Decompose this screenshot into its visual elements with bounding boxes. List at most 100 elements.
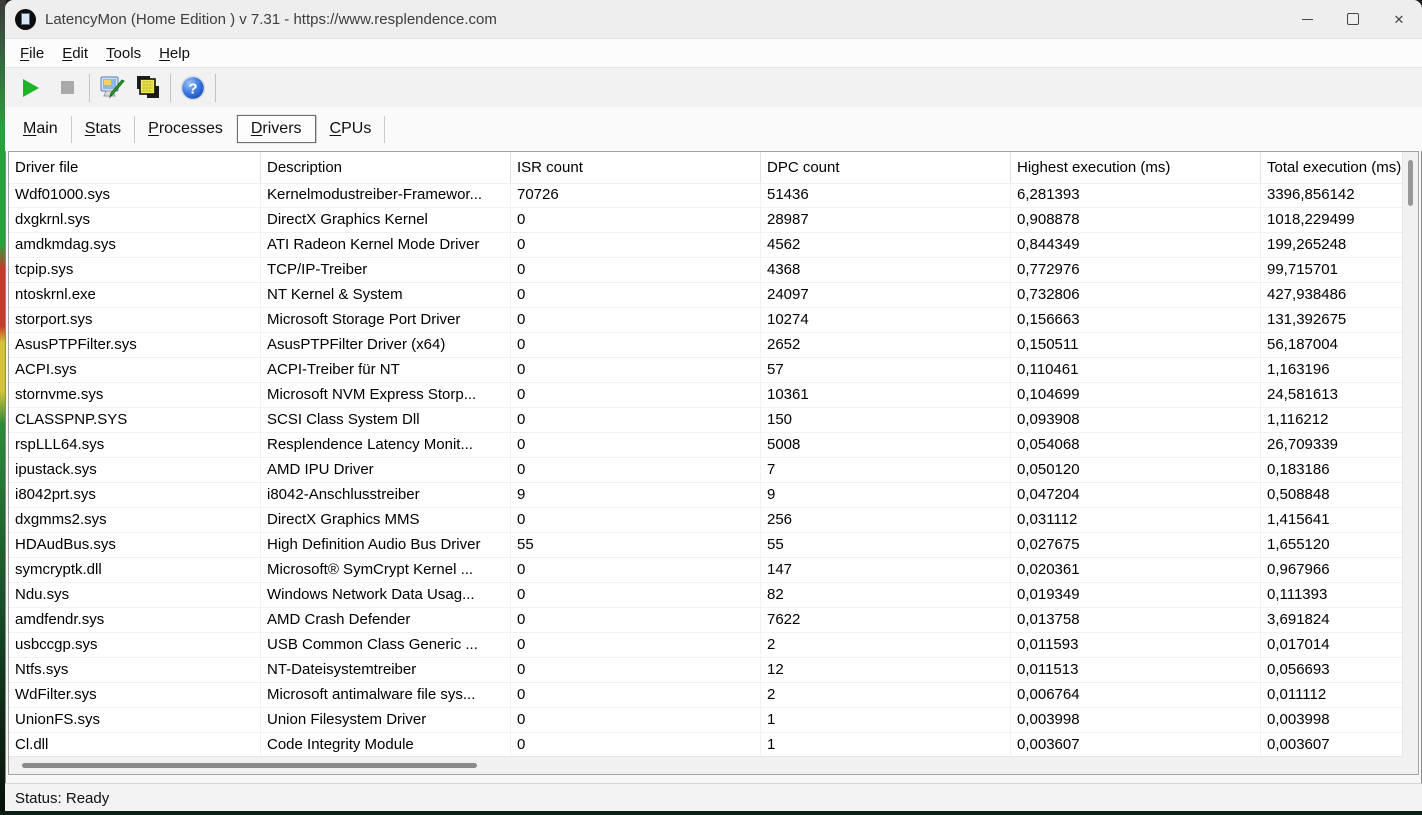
table-row[interactable]: CLASSPNP.SYS SCSI Class System Dll 0 150 0,0… [9,408,1402,433]
table-row[interactable]: symcryptk.dll Microsoft® SymCrypt Kernel … [9,558,1402,583]
table-cell: Code Integrity Module [260,733,510,757]
table-row[interactable]: Ntfs.sys NT-Dateisystemtreiber 0 12 0,011513… [9,658,1402,683]
table-row[interactable]: HDAudBus.sys High Definition Audio Bus Dr… [9,533,1402,558]
tab-drivers[interactable]: Drivers [236,115,316,143]
table-cell: Microsoft NVM Express Storp... [260,383,510,407]
table-cell: 57 [760,358,1010,382]
table-cell: AsusPTPFilter Driver (x64) [260,333,510,357]
menu-edit[interactable]: Edit [62,44,89,62]
table-cell: amdkmdag.sys [15,236,116,253]
table-cell: storport.sys [15,311,93,328]
table-row[interactable]: Wdf01000.sys Kernelmodustreiber-Framewor.… [9,183,1402,208]
menu-help[interactable]: Help [159,44,190,62]
table-row[interactable]: amdfendr.sys AMD Crash Defender 0 7622 0,013… [9,608,1402,633]
tab-processes[interactable]: Processes [148,120,223,137]
options-button[interactable] [94,72,130,104]
table-cell: 0,003607 [1010,733,1260,757]
table-cell: rspLLL64.sys [15,436,105,453]
table-cell: Union Filesystem Driver [260,708,510,732]
table-cell: dxgkrnl.sys [15,211,91,228]
table-cell: 9 [760,483,1010,507]
table-cell: 0 [510,608,760,632]
table-row[interactable]: stornvme.sys Microsoft NVM Express Storp.… [9,383,1402,408]
table-cell: Microsoft antimalware file sys... [260,683,510,707]
table-cell: 0,003607 [1260,733,1402,757]
table-cell: 0 [510,358,760,382]
horizontal-scrollbar[interactable] [9,756,1403,774]
table-row[interactable]: Cl.dll Code Integrity Module 0 1 0,003607 0,0… [9,733,1402,757]
tab-cpus[interactable]: CPUs [329,120,372,137]
vertical-scrollbar[interactable] [1402,152,1418,757]
vertical-scrollbar-thumb[interactable] [1408,160,1413,206]
desktop-background-bottom [0,811,1422,815]
table-cell: AsusPTPFilter.sys [15,336,137,353]
column-header-driver-file[interactable]: Driver file [15,159,79,176]
table-cell: 0,111393 [1260,583,1402,607]
table-cell: 0,156663 [1010,308,1260,332]
table-cell: 1,116212 [1260,408,1402,432]
table-cell: 0 [510,508,760,532]
menu-file[interactable]: File [20,44,45,62]
table-row[interactable]: rspLLL64.sys Resplendence Latency Monit..… [9,433,1402,458]
horizontal-scrollbar-thumb[interactable] [22,763,477,768]
table-cell: 0 [510,558,760,582]
close-button[interactable]: ✕ [1376,0,1422,38]
table-cell: Cl.dll [15,736,49,753]
table-cell: 10274 [760,308,1010,332]
column-header-dpc-count[interactable]: DPC count [760,152,1010,183]
column-header-isr-count[interactable]: ISR count [510,152,760,183]
table-cell: NT-Dateisystemtreiber [260,658,510,682]
table-row[interactable]: storport.sys Microsoft Storage Port Drive… [9,308,1402,333]
table-row[interactable]: dxgmms2.sys DirectX Graphics MMS 0 256 0,031… [9,508,1402,533]
table-row[interactable]: usbccgp.sys USB Common Class Generic ... 0… [9,633,1402,658]
menu-bar: File Edit Tools Help [5,38,1422,68]
table-cell: stornvme.sys [15,386,104,403]
table-cell: 0,844349 [1010,233,1260,257]
monitor-tools-icon [100,76,125,99]
table-cell: UnionFS.sys [15,711,101,728]
table-row[interactable]: WdFilter.sys Microsoft antimalware file s… [9,683,1402,708]
table-cell: 0,011513 [1010,658,1260,682]
table-cell: ACPI.sys [15,361,77,378]
table-row[interactable]: Ndu.sys Windows Network Data Usag... 0 82 0,… [9,583,1402,608]
table-row[interactable]: ntoskrnl.exe NT Kernel & System 0 24097 0,73… [9,283,1402,308]
tab-separator [384,115,386,143]
table-row[interactable]: UnionFS.sys Union Filesystem Driver 0 1 0,00… [9,708,1402,733]
table-cell: Microsoft Storage Port Driver [260,308,510,332]
table-cell: 0,104699 [1010,383,1260,407]
maximize-button[interactable] [1330,0,1376,38]
report-button[interactable] [130,72,166,104]
table-row[interactable]: AsusPTPFilter.sys AsusPTPFilter Driver (x… [9,333,1402,358]
table-cell: 256 [760,508,1010,532]
stop-monitor-button[interactable] [49,72,85,104]
table-header: Driver file Description ISR count DPC co… [9,152,1418,184]
table-cell: 0 [510,458,760,482]
table-cell: 0,027675 [1010,533,1260,557]
table-cell: 28987 [760,208,1010,232]
table-cell: 2652 [760,333,1010,357]
table-cell: symcryptk.dll [15,561,102,578]
help-button[interactable]: ? [175,72,211,104]
table-cell: 0 [510,208,760,232]
table-cell: 3,691824 [1260,608,1402,632]
table-row[interactable]: tcpip.sys TCP/IP-Treiber 0 4368 0,772976 99,7… [9,258,1402,283]
minimize-button[interactable] [1284,0,1330,38]
table-row[interactable]: ipustack.sys AMD IPU Driver 0 7 0,050120 0,18… [9,458,1402,483]
table-row[interactable]: dxgkrnl.sys DirectX Graphics Kernel 0 28987… [9,208,1402,233]
tab-separator [134,115,136,143]
table-row[interactable]: ACPI.sys ACPI-Treiber für NT 0 57 0,110461 1,… [9,358,1402,383]
table-cell: 4368 [760,258,1010,282]
tab-main[interactable]: Main [23,120,58,137]
title-bar: LatencyMon (Home Edition ) v 7.31 - http… [5,0,1422,38]
start-monitor-button[interactable] [13,72,49,104]
table-cell: 0,183186 [1260,458,1402,482]
column-header-description[interactable]: Description [260,152,510,183]
column-header-highest-execution[interactable]: Highest execution (ms) [1010,152,1260,183]
column-header-total-execution[interactable]: Total execution (ms) [1260,152,1402,183]
menu-tools[interactable]: Tools [106,44,142,62]
table-cell: 0 [510,308,760,332]
tab-stats[interactable]: Stats [84,120,122,137]
table-row[interactable]: amdkmdag.sys ATI Radeon Kernel Mode Drive… [9,233,1402,258]
table-row[interactable]: i8042prt.sys i8042-Anschlusstreiber 9 9 0,04… [9,483,1402,508]
table-cell: 0,093908 [1010,408,1260,432]
